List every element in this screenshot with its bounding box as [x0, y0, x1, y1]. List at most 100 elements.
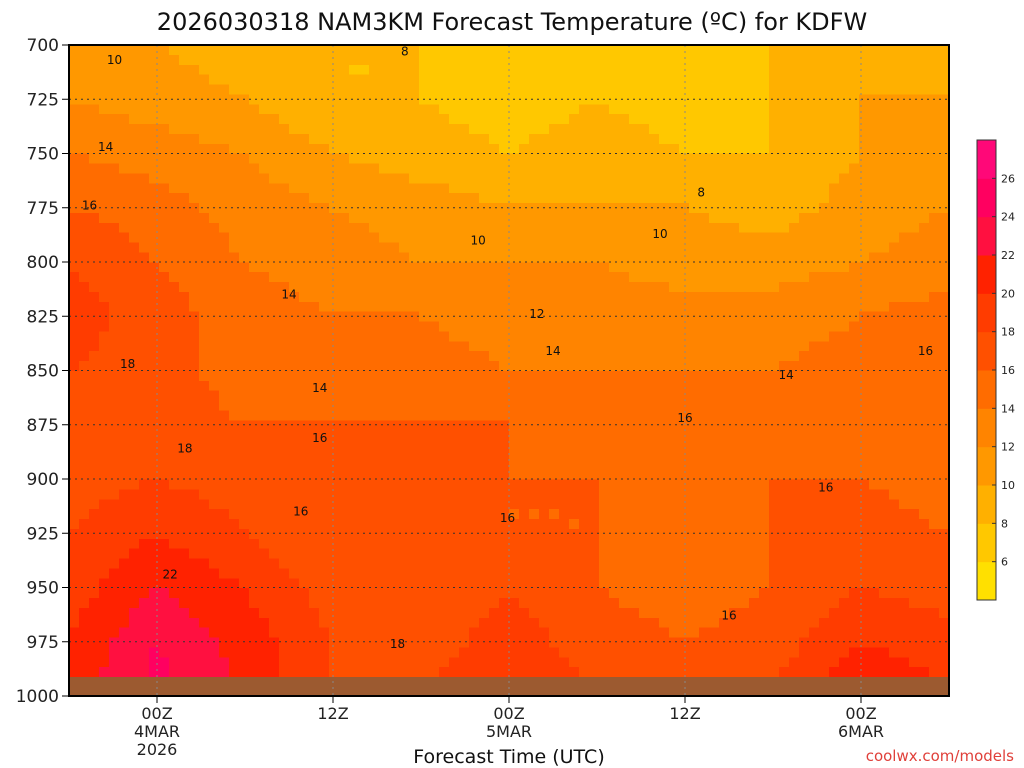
field-cell [289, 222, 300, 234]
field-cell [709, 351, 720, 362]
field-cell [689, 114, 700, 125]
field-cell [599, 291, 610, 303]
field-cell [439, 588, 450, 599]
field-cell [369, 282, 380, 293]
field-cell [939, 430, 950, 441]
field-cell [409, 262, 420, 273]
field-cell [399, 124, 410, 135]
field-cell [699, 538, 710, 550]
field-cell [139, 400, 150, 411]
field-cell [449, 528, 460, 540]
field-cell [389, 331, 400, 342]
field-cell [219, 321, 230, 332]
field-cell [699, 568, 710, 579]
field-cell [669, 262, 680, 273]
field-cell [229, 262, 240, 273]
field-cell [789, 528, 800, 540]
field-cell [369, 54, 380, 66]
field-cell [239, 272, 250, 283]
field-cell [639, 351, 650, 362]
field-cell [719, 558, 730, 569]
field-cell [299, 212, 310, 224]
field-cell [549, 598, 560, 609]
field-cell [349, 321, 360, 332]
field-cell [359, 370, 370, 382]
field-cell [459, 212, 470, 224]
field-cell [389, 163, 400, 174]
field-cell [679, 380, 690, 392]
field-cell [669, 440, 680, 451]
field-cell [919, 538, 930, 550]
field-cell [839, 252, 850, 263]
field-cell [519, 459, 530, 471]
field-cell [859, 183, 870, 194]
field-cell [319, 143, 330, 155]
field-cell [689, 45, 700, 56]
field-cell [609, 114, 620, 125]
field-cell [349, 361, 360, 372]
field-cell [609, 74, 620, 86]
field-cell [359, 400, 370, 411]
field-cell [559, 341, 570, 352]
field-cell [899, 311, 910, 323]
field-cell [439, 311, 450, 323]
field-cell [449, 430, 460, 441]
field-cell [679, 84, 690, 95]
field-cell [369, 173, 380, 184]
field-cell [409, 568, 420, 579]
field-cell [469, 45, 480, 56]
field-cell [899, 222, 910, 234]
field-cell [249, 252, 260, 263]
field-cell [619, 291, 630, 303]
field-cell [79, 538, 90, 550]
field-cell [749, 291, 760, 303]
field-cell [929, 548, 940, 560]
field-cell [659, 578, 670, 589]
field-cell [769, 232, 780, 244]
field-cell [459, 64, 470, 76]
field-cell [779, 252, 790, 263]
field-cell [199, 84, 210, 95]
field-cell [499, 499, 510, 510]
field-cell [619, 84, 630, 95]
field-cell [419, 341, 430, 352]
field-cell [359, 242, 370, 253]
field-cell [379, 341, 390, 352]
field-cell [189, 282, 200, 293]
field-cell [149, 124, 160, 135]
field-cell [109, 548, 120, 560]
field-cell [559, 193, 570, 204]
field-cell [629, 459, 640, 471]
field-cell [649, 440, 660, 451]
field-cell [759, 133, 770, 145]
field-cell [669, 222, 680, 234]
field-cell [199, 528, 210, 540]
field-cell [249, 548, 260, 560]
field-cell [569, 252, 580, 263]
field-cell [629, 519, 640, 530]
field-cell [769, 489, 780, 500]
field-cell [759, 242, 770, 253]
field-cell [809, 133, 820, 145]
field-cell [539, 588, 550, 599]
field-cell [569, 104, 580, 115]
field-cell [799, 519, 810, 530]
field-cell [229, 114, 240, 125]
field-cell [649, 380, 660, 392]
field-cell [509, 588, 520, 599]
field-cell [339, 341, 350, 352]
field-cell [729, 459, 740, 471]
field-cell [849, 509, 860, 520]
field-cell [359, 163, 370, 174]
field-cell [419, 153, 430, 165]
field-cell [609, 282, 620, 293]
field-cell [709, 519, 720, 530]
field-cell [129, 380, 140, 392]
field-cell [689, 459, 700, 471]
field-cell [939, 163, 950, 174]
field-cell [579, 301, 590, 313]
field-cell [729, 311, 740, 323]
field-cell [529, 124, 540, 135]
field-cell [269, 222, 280, 234]
field-cell [879, 380, 890, 392]
